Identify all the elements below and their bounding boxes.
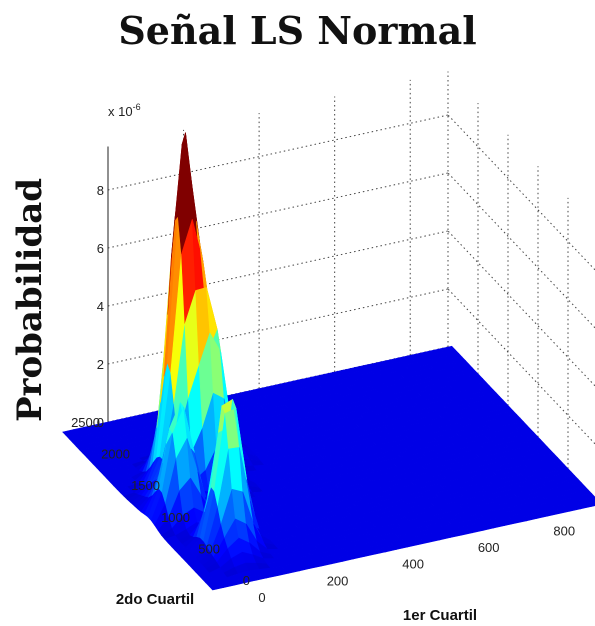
gridline-rwall-4: [447, 114, 595, 271]
x-tick-label: 800: [553, 523, 575, 538]
chart-title: Señal LS Normal: [118, 8, 477, 53]
z-tick-label: 2: [97, 357, 104, 372]
gridline-z-2: [107, 230, 449, 307]
grid: [107, 71, 595, 503]
gridline-rwall-1: [447, 288, 595, 445]
gridline-rwall-2: [447, 230, 595, 387]
gridline-z-4: [107, 114, 449, 191]
y-tick-label: 1500: [131, 478, 160, 493]
y-tick-label: 0: [243, 573, 250, 588]
y-tick-label: 2000: [101, 447, 130, 462]
y-tick-label: 2500: [71, 415, 100, 430]
x-tick-label: 200: [327, 573, 349, 588]
y-axis-label: 2do Cuartil: [116, 591, 194, 608]
z-tick-label: 4: [97, 299, 104, 314]
surface: [62, 132, 595, 591]
gridline-z-1: [107, 288, 449, 365]
gridline-rwall-3: [447, 172, 595, 329]
gridline-z-3: [107, 172, 449, 249]
y-tick-label: 1000: [161, 510, 190, 525]
x-tick-label: 600: [478, 540, 500, 555]
x-tick-label: 0: [258, 590, 265, 605]
z-tick-label: 0: [97, 415, 104, 430]
y-tick-label: 500: [198, 541, 220, 556]
z-exponent-label: x 10-6: [108, 102, 141, 119]
x-tick-label: 400: [402, 557, 424, 572]
x-axis-label: 1er Cuartil: [403, 607, 477, 624]
z-tick-label: 6: [97, 241, 104, 256]
z-tick-label: 8: [97, 183, 104, 198]
surface-cell: [587, 501, 595, 507]
